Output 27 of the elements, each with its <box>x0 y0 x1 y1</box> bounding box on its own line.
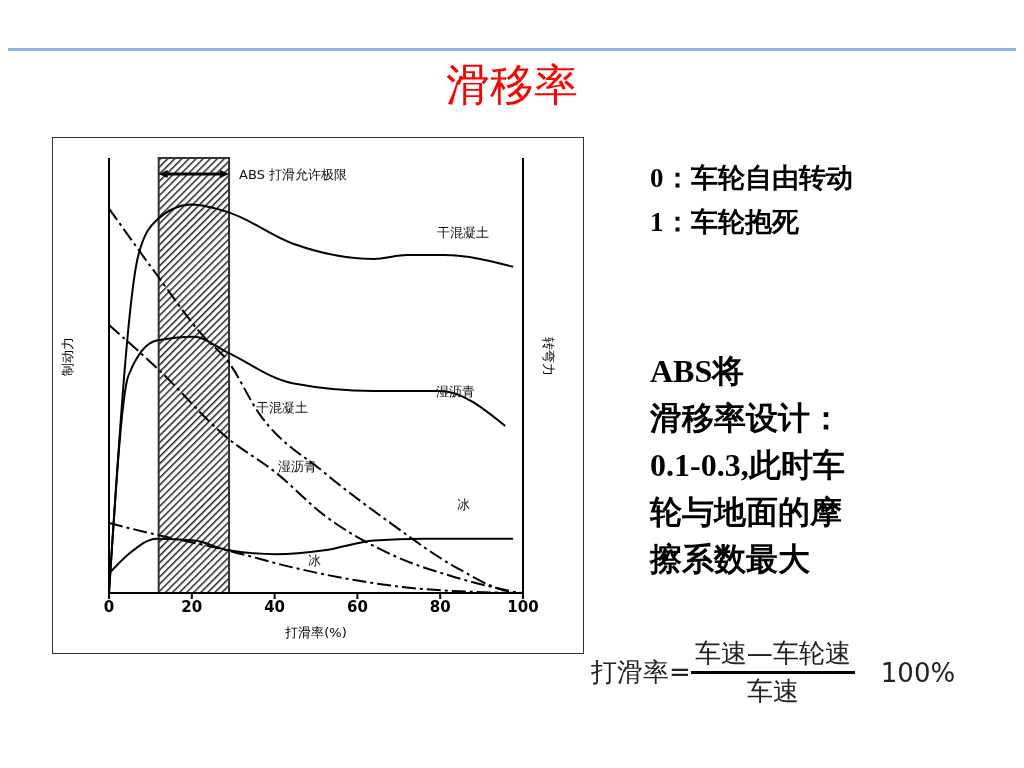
series-label: 干混凝土 <box>437 224 490 240</box>
text: ABS将 <box>650 352 746 391</box>
text: 0：车轮自由转动 <box>650 162 853 195</box>
series-label: 湿沥青 <box>278 458 318 474</box>
text: 1：车轮抱死 <box>650 206 800 239</box>
text: 打滑率= <box>591 656 691 689</box>
text: 0.1-0.3,此时车 <box>650 446 845 485</box>
x-tick-label: 100 <box>507 597 539 616</box>
x-tick-label: 0 <box>103 597 115 616</box>
x-tick-label: 60 <box>346 597 368 616</box>
text: 滑移率设计： <box>650 399 843 438</box>
text: 车速 <box>746 675 799 708</box>
text: 车速—车轮速 <box>690 636 855 674</box>
series-label: 冰 <box>307 553 321 569</box>
band-label: ABS 打滑允许极限 <box>239 167 348 182</box>
text: 擦系数最大 <box>650 540 811 579</box>
text: 轮与地面的摩 <box>650 493 843 532</box>
x-tick-label: 80 <box>429 597 451 616</box>
chart-title: 滑移率 <box>445 58 579 112</box>
text: 100% <box>880 657 956 688</box>
y-axis-title: 制动力 <box>59 336 75 376</box>
x-tick-label: 40 <box>264 597 286 616</box>
x-axis-title: 打滑率(%) <box>284 625 347 640</box>
y2-axis-title: 转弯力 <box>541 336 557 376</box>
series-label: 干混凝土 <box>255 400 308 416</box>
x-tick-label: 20 <box>181 597 203 616</box>
text: 冰 <box>456 496 470 512</box>
